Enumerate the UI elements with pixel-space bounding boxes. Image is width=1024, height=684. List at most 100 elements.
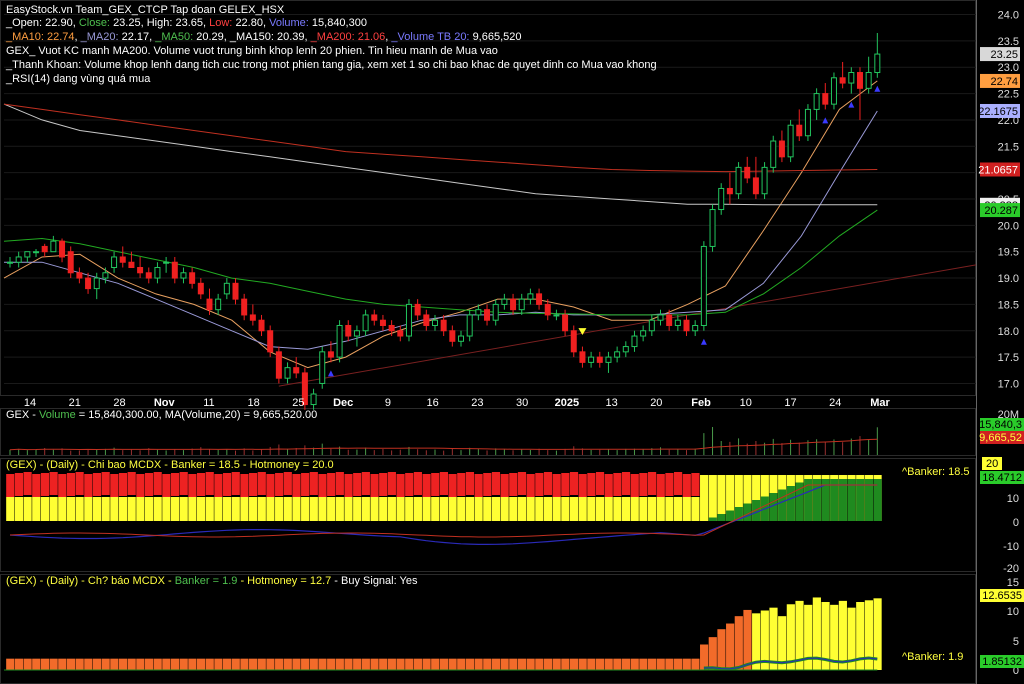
mcdx2-hotmoney-bar	[292, 658, 301, 670]
mcdx1-banker-bar	[49, 472, 58, 495]
candle-body	[284, 367, 291, 379]
mcdx1-banker-bar	[318, 474, 327, 497]
buy-marker	[578, 328, 587, 335]
mcdx1-hotmoney-bar	[170, 497, 180, 521]
mcdx1-hotmoney-bar	[743, 475, 752, 521]
mcdx2-hotmoney-bar	[647, 658, 657, 670]
mcdx2-hotmoney-bar	[812, 597, 821, 670]
mcdx2-axis-label: 5	[1013, 636, 1019, 648]
candle-body	[440, 319, 447, 332]
mcdx1-axis-label: -20	[1003, 563, 1019, 575]
mcdx1-hotmoney-bar	[500, 497, 509, 521]
candle-body	[726, 187, 733, 195]
mcdx1-hotmoney-bar	[526, 497, 535, 521]
mcdx2-hotmoney-bar	[864, 600, 873, 670]
mcdx1-hotmoney-bar	[379, 497, 388, 521]
mcdx2-hotmoney-bar	[491, 658, 501, 670]
mcdx1-hotmoney-bar	[75, 497, 84, 521]
mcdx1-banker-bar	[847, 479, 856, 521]
candle-body	[666, 314, 673, 326]
candle-body	[388, 324, 395, 332]
mcdx1-hotmoney-bar	[465, 497, 475, 521]
mcdx1-hotmoney-bar	[335, 497, 344, 521]
mcdx1-banker-bar	[830, 479, 839, 521]
mcdx1-hotmoney-bar	[448, 497, 457, 521]
mcdx1-hotmoney-bar	[578, 497, 587, 521]
candle-body	[206, 298, 213, 311]
mcdx1-hotmoney-bar	[517, 497, 527, 521]
mcdx1-banker-bar	[205, 472, 214, 495]
mcdx1-hotmoney-bar	[604, 497, 613, 521]
mcdx1-hotmoney-bar	[179, 497, 188, 521]
date-axis-label: 25	[292, 397, 304, 409]
mcdx1-banker-bar	[118, 473, 128, 496]
date-axis-label: 16	[427, 397, 439, 409]
mcdx2-hotmoney-bar	[500, 658, 509, 670]
candle-body	[718, 187, 725, 211]
mcdx2-hotmoney-bar	[6, 658, 15, 670]
price-tick-label: 18.5	[998, 299, 1019, 311]
candle-body	[492, 303, 499, 321]
mcdx1-banker-bar	[23, 472, 32, 495]
candle-body	[874, 53, 881, 74]
candle-body	[458, 335, 465, 342]
mcdx1-banker-bar	[682, 474, 691, 497]
candle-body	[67, 251, 74, 274]
mcdx1-banker-bar	[621, 472, 631, 495]
mcdx1-banker-bar	[578, 474, 587, 497]
mcdx1-hotmoney-bar	[682, 497, 691, 521]
candle-body	[648, 319, 655, 332]
mcdx1-banker-bar	[127, 472, 136, 495]
date-axis-label: Feb	[691, 397, 711, 409]
mcdx1-banker-bar	[812, 479, 821, 521]
mcdx1-banker-bar	[838, 479, 847, 521]
candle-body	[431, 319, 438, 326]
mcdx2-hotmoney-bar	[301, 658, 310, 670]
mcdx1-banker-bar	[613, 473, 622, 496]
mcdx2-hotmoney-bar	[40, 658, 50, 670]
mcdx2-hotmoney-bar	[448, 658, 457, 670]
volume-ma-line	[9, 438, 878, 451]
mcdx1-hotmoney-bar	[144, 497, 154, 521]
mcdx1-banker-bar	[144, 473, 154, 496]
date-axis-label: 9	[385, 397, 391, 409]
candle-body	[223, 282, 230, 295]
mcdx2-hotmoney-bar	[327, 658, 336, 670]
mcdx1-banker-bar	[500, 474, 509, 497]
candle-body	[275, 351, 282, 379]
candle-body	[145, 272, 152, 279]
mcdx1-hotmoney-bar	[84, 497, 93, 521]
mcdx1-hotmoney-bar	[23, 497, 32, 521]
price-tag-bg	[980, 162, 1020, 177]
candle-body	[813, 93, 820, 110]
mcdx1-banker-bar	[587, 473, 596, 496]
mcdx1-hotmoney-bar	[752, 475, 761, 521]
mcdx2-hotmoney-bar	[422, 658, 431, 670]
mcdx1-banker-bar	[214, 474, 223, 497]
candle-body	[232, 282, 239, 300]
price-tick-label: 21.5	[998, 141, 1019, 153]
candle-body	[59, 240, 66, 258]
mcdx1-hotmoney-bar	[422, 497, 431, 521]
mcdx1-banker-bar	[275, 473, 284, 496]
mcdx2-hotmoney-bar	[630, 658, 639, 670]
candle-body	[839, 77, 846, 84]
mcdx1-hotmoney-bar	[92, 497, 102, 521]
mcdx1-hotmoney-bar	[734, 475, 743, 521]
mcdx1-hotmoney-bar	[483, 497, 492, 521]
mcdx2-hotmoney-bar	[49, 658, 58, 670]
mcdx2-hotmoney-bar	[387, 658, 396, 670]
mcdx1-banker-bar	[674, 472, 683, 495]
mcdx1-hotmoney-bar	[595, 497, 605, 521]
mcdx2-hotmoney-bar	[266, 658, 275, 670]
volume-tag2: 9,665,52	[979, 432, 1022, 444]
candle-body	[475, 309, 482, 316]
mcdx1-hotmoney-bar	[118, 497, 128, 521]
signal-arrow	[874, 85, 881, 92]
candle-body	[605, 356, 612, 363]
mcdx1-banker-bar	[196, 473, 206, 496]
mcdx2-hotmoney-bar	[457, 658, 466, 670]
candle-body	[761, 166, 768, 195]
mcdx1-banker-bar	[856, 479, 865, 521]
